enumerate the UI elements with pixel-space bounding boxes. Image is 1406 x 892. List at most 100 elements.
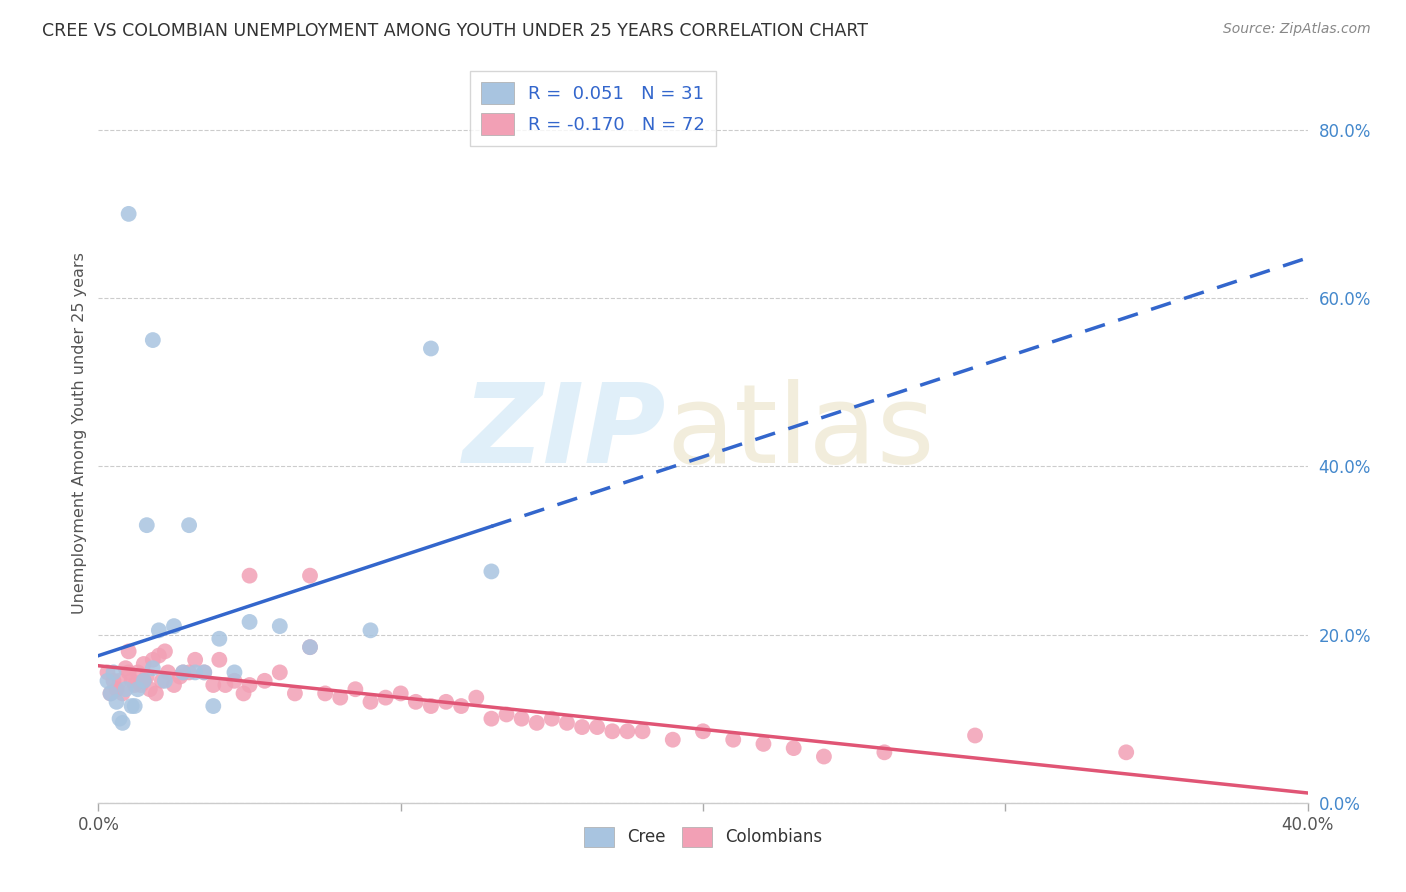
Point	[314, 686, 336, 700]
Point	[163, 678, 186, 692]
Text: Source: ZipAtlas.com: Source: ZipAtlas.com	[1223, 22, 1371, 37]
Point	[540, 712, 562, 726]
Point	[389, 686, 412, 700]
Point	[193, 665, 215, 680]
Point	[253, 673, 276, 688]
Point	[631, 724, 654, 739]
Point	[142, 653, 165, 667]
Point	[148, 624, 170, 638]
Point	[121, 673, 143, 688]
Point	[118, 665, 141, 680]
Point	[344, 682, 367, 697]
Point	[153, 673, 176, 688]
Point	[193, 665, 215, 680]
Point	[202, 699, 225, 714]
Point	[132, 673, 155, 688]
Point	[329, 690, 352, 705]
Point	[118, 644, 141, 658]
Point	[405, 695, 427, 709]
Point	[124, 699, 146, 714]
Point	[145, 686, 167, 700]
Point	[1115, 745, 1137, 759]
Point	[224, 673, 246, 688]
Point	[105, 695, 128, 709]
Point	[239, 615, 262, 629]
Point	[299, 640, 322, 655]
Point	[96, 665, 118, 680]
Point	[139, 682, 162, 697]
Point	[571, 720, 593, 734]
Point	[239, 568, 262, 582]
Point	[269, 665, 291, 680]
Point	[813, 749, 835, 764]
Point	[360, 624, 382, 638]
Point	[124, 678, 146, 692]
Point	[172, 665, 194, 680]
Point	[103, 665, 125, 680]
Point	[150, 673, 173, 688]
Point	[586, 720, 609, 734]
Point	[202, 678, 225, 692]
Point	[481, 712, 503, 726]
Point	[269, 619, 291, 633]
Point	[526, 715, 548, 730]
Point	[127, 665, 149, 680]
Point	[148, 648, 170, 663]
Point	[156, 665, 179, 680]
Point	[184, 653, 207, 667]
Point	[100, 686, 122, 700]
Point	[163, 619, 186, 633]
Point	[108, 712, 131, 726]
Point	[169, 670, 191, 684]
Point	[214, 678, 236, 692]
Point	[420, 699, 443, 714]
Point	[105, 682, 128, 697]
Point	[299, 640, 322, 655]
Point	[114, 661, 136, 675]
Point	[129, 678, 152, 692]
Point	[208, 653, 231, 667]
Legend: Cree, Colombians: Cree, Colombians	[576, 820, 830, 854]
Point	[616, 724, 638, 739]
Text: atlas: atlas	[666, 379, 935, 486]
Point	[450, 699, 472, 714]
Point	[434, 695, 457, 709]
Point	[284, 686, 307, 700]
Point	[118, 207, 141, 221]
Point	[481, 565, 503, 579]
Text: CREE VS COLOMBIAN UNEMPLOYMENT AMONG YOUTH UNDER 25 YEARS CORRELATION CHART: CREE VS COLOMBIAN UNEMPLOYMENT AMONG YOU…	[42, 22, 868, 40]
Point	[374, 690, 396, 705]
Point	[224, 665, 246, 680]
Point	[783, 741, 806, 756]
Point	[232, 686, 254, 700]
Point	[723, 732, 745, 747]
Point	[132, 657, 155, 671]
Point	[208, 632, 231, 646]
Point	[465, 690, 488, 705]
Point	[299, 568, 322, 582]
Point	[420, 342, 443, 356]
Point	[965, 729, 987, 743]
Point	[661, 732, 683, 747]
Point	[135, 518, 157, 533]
Point	[142, 661, 165, 675]
Point	[602, 724, 624, 739]
Point	[510, 712, 533, 726]
Point	[752, 737, 775, 751]
Point	[692, 724, 714, 739]
Point	[153, 644, 176, 658]
Y-axis label: Unemployment Among Youth under 25 years: Unemployment Among Youth under 25 years	[72, 252, 87, 614]
Point	[239, 678, 262, 692]
Point	[132, 673, 155, 688]
Point	[873, 745, 896, 759]
Point	[121, 699, 143, 714]
Point	[96, 673, 118, 688]
Point	[135, 670, 157, 684]
Point	[179, 665, 201, 680]
Point	[360, 695, 382, 709]
Point	[100, 686, 122, 700]
Point	[108, 673, 131, 688]
Text: ZIP: ZIP	[463, 379, 666, 486]
Point	[555, 715, 578, 730]
Point	[114, 682, 136, 697]
